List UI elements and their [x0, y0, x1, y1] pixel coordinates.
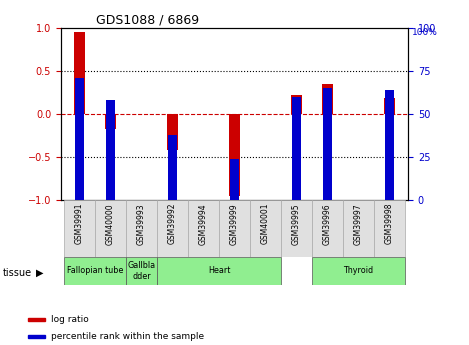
- Text: GSM39995: GSM39995: [292, 203, 301, 245]
- Bar: [28, 335, 45, 338]
- Text: GDS1088 / 6869: GDS1088 / 6869: [96, 13, 199, 27]
- Text: tissue: tissue: [2, 268, 31, 278]
- Bar: [229, 114, 240, 196]
- Text: percentile rank within the sample: percentile rank within the sample: [51, 332, 204, 341]
- Bar: [219, 200, 250, 257]
- Bar: [64, 257, 126, 285]
- Bar: [167, 114, 178, 150]
- Bar: [322, 84, 333, 114]
- Text: GSM39992: GSM39992: [168, 203, 177, 245]
- Bar: [168, 135, 177, 200]
- Text: GSM39997: GSM39997: [354, 203, 363, 245]
- Bar: [157, 257, 281, 285]
- Text: Heart: Heart: [208, 266, 230, 275]
- Text: ▶: ▶: [36, 268, 43, 278]
- Bar: [64, 200, 95, 257]
- Text: GSM39993: GSM39993: [137, 203, 146, 245]
- Bar: [385, 90, 394, 200]
- Text: log ratio: log ratio: [51, 315, 89, 324]
- Text: GSM39999: GSM39999: [230, 203, 239, 245]
- Text: 100%: 100%: [411, 28, 438, 37]
- Bar: [343, 200, 374, 257]
- Text: Thyroid: Thyroid: [343, 266, 373, 275]
- Bar: [312, 257, 405, 285]
- Text: Fallopian tube: Fallopian tube: [67, 266, 123, 275]
- Bar: [292, 97, 301, 200]
- Bar: [323, 88, 332, 200]
- Bar: [384, 98, 395, 114]
- Bar: [28, 318, 45, 321]
- Bar: [250, 200, 281, 257]
- Bar: [157, 200, 188, 257]
- Bar: [312, 200, 343, 257]
- Bar: [291, 95, 302, 114]
- Text: GSM39998: GSM39998: [385, 203, 394, 245]
- Bar: [188, 200, 219, 257]
- Bar: [74, 32, 85, 114]
- Bar: [106, 100, 115, 200]
- Text: GSM39994: GSM39994: [199, 203, 208, 245]
- Bar: [126, 257, 157, 285]
- Bar: [75, 78, 84, 200]
- Bar: [105, 114, 116, 129]
- Text: GSM40000: GSM40000: [106, 203, 115, 245]
- Text: GSM39996: GSM39996: [323, 203, 332, 245]
- Text: Gallbla
dder: Gallbla dder: [128, 261, 156, 280]
- Bar: [95, 200, 126, 257]
- Bar: [230, 159, 239, 200]
- Bar: [374, 200, 405, 257]
- Bar: [281, 200, 312, 257]
- Bar: [126, 200, 157, 257]
- Text: GSM40001: GSM40001: [261, 203, 270, 245]
- Text: GSM39991: GSM39991: [75, 203, 84, 245]
